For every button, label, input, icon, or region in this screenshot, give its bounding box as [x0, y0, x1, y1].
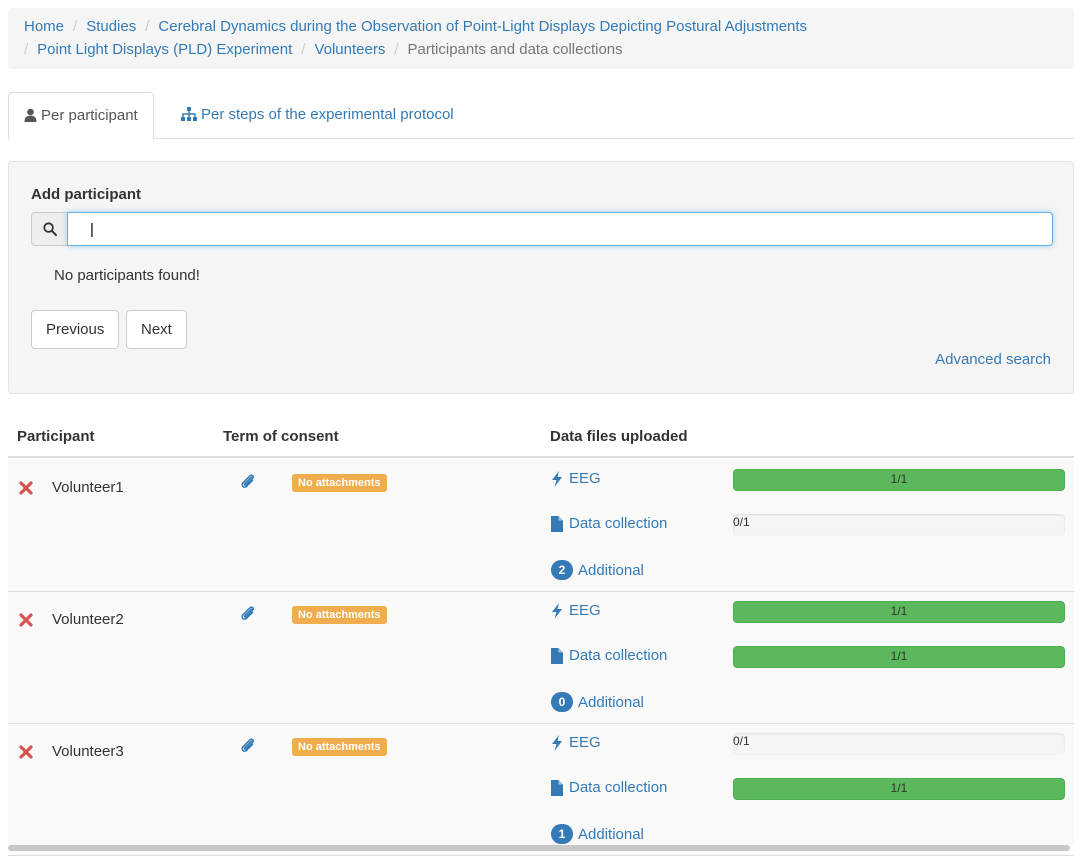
- breadcrumb-separator: /: [301, 41, 306, 58]
- file-icon: [551, 779, 563, 796]
- header-participant: Participant: [17, 428, 95, 445]
- bolt-icon: [552, 602, 562, 619]
- data-collection-link[interactable]: Data collection: [551, 647, 667, 664]
- paperclip-icon[interactable]: [239, 604, 257, 626]
- next-button[interactable]: Next: [126, 310, 187, 349]
- table-row: Volunteer2 No attachments EEG Data colle…: [8, 592, 1074, 724]
- remove-participant-icon[interactable]: [19, 613, 33, 631]
- additional-label: Additional: [578, 693, 644, 711]
- eeg-label: EEG: [569, 602, 601, 619]
- participant-name: Volunteer2: [52, 611, 124, 628]
- breadcrumb-separator: /: [73, 18, 78, 35]
- add-participant-panel: Add participant No participants found! P…: [8, 161, 1074, 394]
- additional-count-badge: 2: [551, 560, 573, 580]
- participant-search-input[interactable]: [67, 212, 1053, 246]
- data-collection-progress: 0/1: [733, 514, 1065, 536]
- additional-link[interactable]: 2 Additional: [551, 560, 644, 580]
- eeg-link[interactable]: EEG: [551, 602, 601, 619]
- participants-table-header: Participant Term of consent Data files u…: [8, 420, 1074, 458]
- participant-name: Volunteer3: [52, 743, 124, 760]
- consent-status-badge: No attachments: [292, 606, 387, 624]
- header-consent: Term of consent: [223, 428, 339, 445]
- header-data-files: Data files uploaded: [550, 428, 688, 445]
- remove-participant-icon[interactable]: [19, 745, 33, 763]
- data-collection-label: Data collection: [569, 779, 668, 796]
- eeg-link[interactable]: EEG: [551, 734, 601, 751]
- search-addon: [31, 212, 68, 246]
- table-row: Volunteer1 No attachments EEG Data colle…: [8, 460, 1074, 592]
- progress-text: 0/1: [733, 734, 750, 748]
- eeg-progress: 0/1: [733, 733, 1065, 755]
- remove-participant-icon[interactable]: [19, 481, 33, 499]
- breadcrumb-studies[interactable]: Studies: [86, 18, 137, 35]
- breadcrumb-experiment[interactable]: Point Light Displays (PLD) Experiment: [37, 41, 293, 58]
- breadcrumb-separator: /: [394, 41, 399, 58]
- additional-link[interactable]: 0 Additional: [551, 692, 644, 712]
- consent-status-badge: No attachments: [292, 474, 387, 492]
- data-collection-link[interactable]: Data collection: [551, 779, 667, 796]
- eeg-label: EEG: [569, 470, 601, 487]
- progress-bar-fill: 1/1: [733, 646, 1065, 668]
- additional-count-badge: 1: [551, 824, 573, 844]
- eeg-progress: 1/1: [733, 469, 1065, 491]
- paperclip-icon[interactable]: [239, 472, 257, 494]
- progress-bar-fill: 1/1: [733, 469, 1065, 491]
- progress-bar-fill: 1/1: [733, 778, 1065, 800]
- eeg-progress: 1/1: [733, 601, 1065, 623]
- tab-per-steps[interactable]: Per steps of the experimental protocol: [166, 92, 469, 139]
- additional-count-badge: 0: [551, 692, 573, 712]
- bolt-icon: [552, 470, 562, 487]
- tab-per-steps-label: Per steps of the experimental protocol: [201, 106, 454, 123]
- empty-message: No participants found!: [54, 267, 200, 284]
- horizontal-scrollbar[interactable]: [0, 845, 1084, 854]
- data-collection-label: Data collection: [569, 515, 668, 532]
- participant-name: Volunteer1: [52, 479, 124, 496]
- table-row: Volunteer3 No attachments EEG Data colle…: [8, 724, 1074, 856]
- data-collection-progress: 1/1: [733, 646, 1065, 668]
- additional-label: Additional: [578, 561, 644, 579]
- breadcrumb-home[interactable]: Home: [24, 18, 65, 35]
- eeg-label: EEG: [569, 734, 601, 751]
- consent-status-badge: No attachments: [292, 738, 387, 756]
- file-icon: [551, 515, 563, 532]
- tab-bar: Per participant Per steps of the experim…: [8, 92, 1074, 140]
- paperclip-icon[interactable]: [239, 736, 257, 758]
- data-collection-link[interactable]: Data collection: [551, 515, 667, 532]
- tab-per-participant[interactable]: Per participant: [8, 92, 154, 140]
- additional-link[interactable]: 1 Additional: [551, 824, 644, 844]
- search-icon: [42, 222, 57, 236]
- user-icon: [24, 108, 37, 122]
- eeg-link[interactable]: EEG: [551, 470, 601, 487]
- tab-per-participant-label: Per participant: [41, 107, 138, 124]
- additional-label: Additional: [578, 825, 644, 843]
- breadcrumb-volunteers[interactable]: Volunteers: [314, 41, 386, 58]
- previous-button[interactable]: Previous: [31, 310, 120, 349]
- breadcrumb-study[interactable]: Cerebral Dynamics during the Observation…: [158, 18, 808, 35]
- data-collection-label: Data collection: [569, 647, 668, 664]
- data-collection-progress: 1/1: [733, 778, 1065, 800]
- breadcrumb-separator: /: [24, 41, 29, 58]
- sitemap-icon: [181, 107, 197, 121]
- breadcrumb-current: Participants and data collections: [407, 41, 623, 58]
- file-icon: [551, 647, 563, 664]
- bolt-icon: [552, 734, 562, 751]
- scrollbar-thumb[interactable]: [8, 845, 1070, 851]
- breadcrumb-separator: /: [145, 18, 150, 35]
- breadcrumb: Home / Studies / Cerebral Dynamics during th…: [8, 8, 1074, 69]
- add-participant-label: Add participant: [31, 186, 142, 203]
- progress-bar-fill: 1/1: [733, 601, 1065, 623]
- progress-text: 0/1: [733, 515, 750, 529]
- participant-search-group: [31, 212, 1053, 246]
- advanced-search-link[interactable]: Advanced search: [935, 351, 1051, 368]
